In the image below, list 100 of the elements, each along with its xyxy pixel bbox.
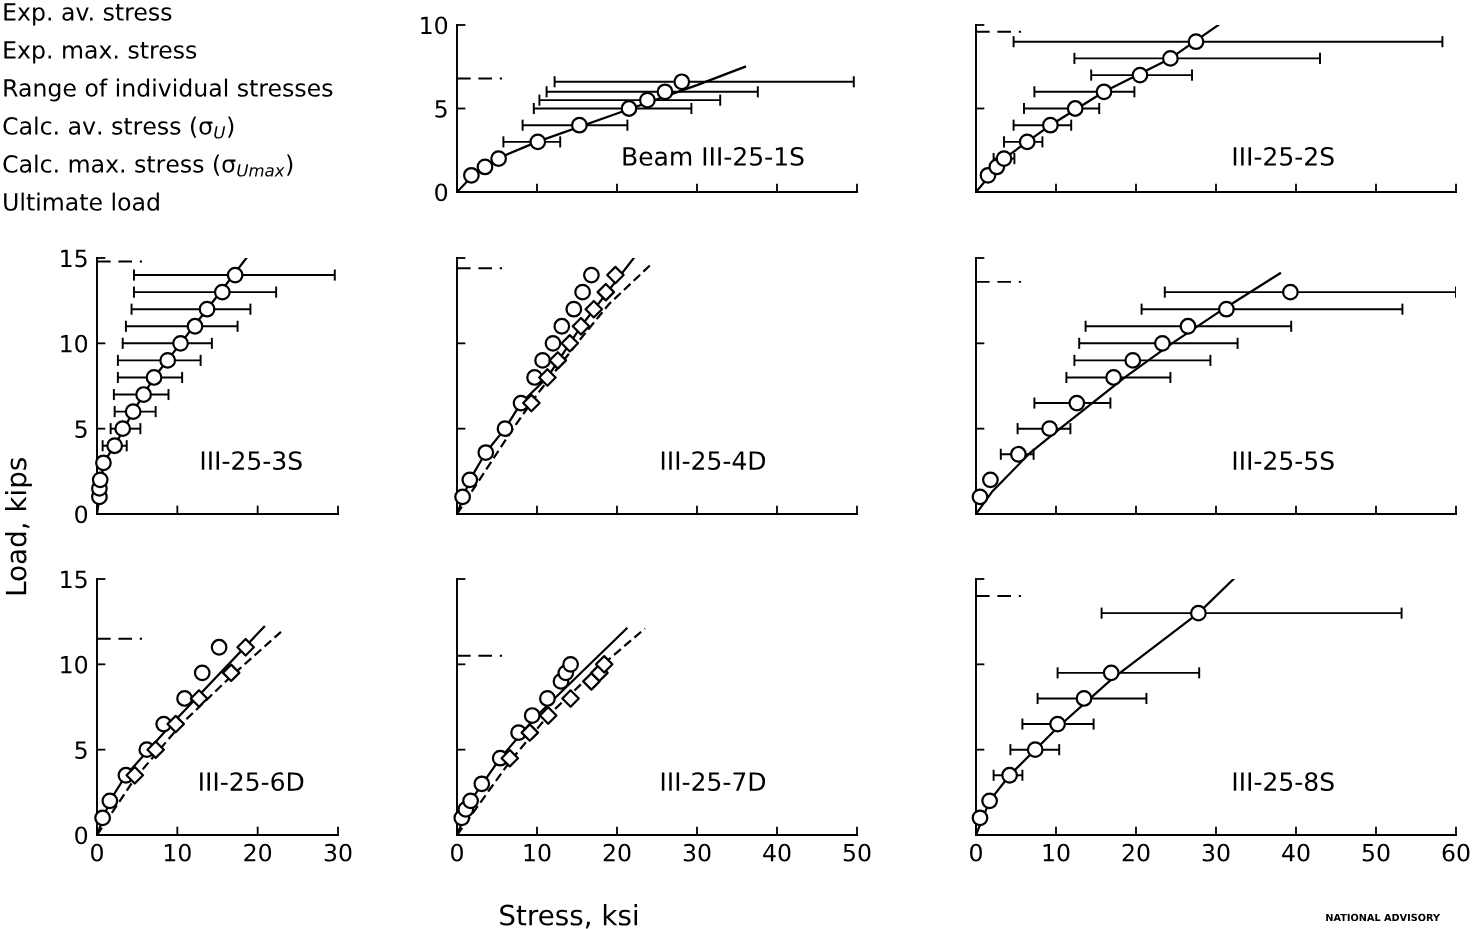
text: Exp. av. stress [4,3,172,26]
point [560,334,580,353]
point [1282,283,1299,301]
x-tick-label: 0 [970,843,982,862]
point [226,266,244,284]
y-tick-label: 5 [75,741,87,759]
point [529,133,547,151]
point [166,714,186,734]
point [561,689,580,708]
point [571,316,591,336]
point [1131,66,1149,84]
point [221,663,241,683]
text: Range of individual stresses [4,78,333,102]
point [210,638,228,656]
point [476,158,494,176]
point [91,471,109,489]
point [125,765,145,785]
x-tick-label: 30 [683,843,711,862]
point [1154,334,1171,352]
point [159,352,177,369]
point [1049,715,1066,733]
y-tick-label: 10 [421,16,448,35]
point [101,792,119,810]
point [1105,369,1122,386]
point [1042,116,1059,134]
point [1010,445,1027,463]
x-tick-label: 40 [763,843,791,862]
point [596,282,616,302]
x-tick-label: 30 [1202,843,1230,862]
point [522,393,541,413]
point [462,792,479,810]
point [135,386,152,403]
point [1102,664,1120,682]
point [584,299,604,319]
point [982,471,999,489]
point [565,300,583,318]
text: Calc. max. stress (σ$_{Umax}$) [3,154,293,177]
annotation: III-25-2S [1233,146,1334,166]
point [539,690,556,707]
point [981,792,998,810]
point [189,689,209,708]
x-tick-label: 50 [1362,843,1390,862]
point [553,317,571,335]
point [520,723,540,742]
annotation: III-25-7D [661,772,766,792]
point [461,471,479,489]
x-tick-label: 20 [1122,843,1150,862]
y-tick-label: 15 [61,249,87,268]
point [198,300,216,318]
point [583,266,600,284]
point [971,488,989,506]
annotation: III-25-8S [1233,772,1334,792]
point [523,707,541,724]
x-tick-label: 0 [451,843,463,862]
x-tick-label: 40 [1282,843,1310,862]
y-tick-label: 0 [75,826,88,845]
y-axis-title: Load, kips [5,458,32,595]
text: Exp. max. stress [4,41,197,64]
point [1041,420,1058,438]
point [1075,690,1093,707]
point [548,351,568,370]
y-tick-label: 10 [61,334,88,353]
point [574,283,591,301]
x-tick-label: 20 [603,843,631,862]
annotation: III-25-4D [661,451,766,471]
point [1179,317,1197,335]
point [236,637,255,657]
point [95,454,112,472]
point [1095,83,1113,101]
point [500,748,520,768]
y-tick-label: 0 [75,505,88,524]
point [620,100,638,117]
text: Ultimate load [4,192,159,211]
y-tick-label: 5 [435,100,447,118]
point [538,368,557,387]
point [673,73,691,91]
y-tick-label: 10 [61,655,88,674]
point [1068,394,1086,412]
annotation: III-25-5S [1233,451,1334,471]
point [146,740,165,759]
point [526,369,543,386]
x-axis-title: Stress, ksi [500,904,638,929]
point [463,166,480,184]
point [193,664,211,682]
text: NATIONAL ADVISORY [1326,913,1441,922]
point [176,690,193,707]
point [594,655,614,674]
x-tick-label: 0 [91,843,103,862]
x-tick-label: 30 [324,843,352,862]
point [1190,604,1207,622]
y-tick-label: 5 [75,420,87,438]
annotation: III-25-3S [201,451,302,471]
point [1026,741,1044,759]
x-tick-label: 20 [244,843,272,862]
point [534,352,551,369]
annotation: Beam III-25-1S [623,146,804,166]
point [124,403,142,420]
point [106,437,124,455]
point [571,116,588,134]
point [94,809,112,827]
